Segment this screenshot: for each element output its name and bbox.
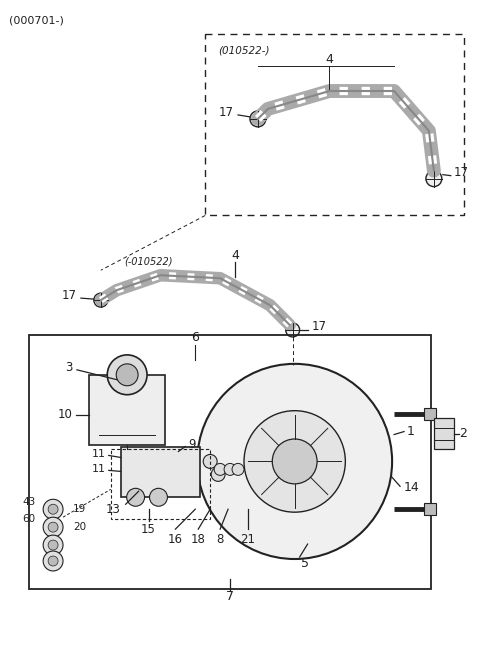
Circle shape	[232, 464, 244, 476]
Bar	[434, 418, 454, 449]
Text: 17: 17	[454, 166, 469, 179]
Circle shape	[43, 551, 63, 571]
Circle shape	[203, 455, 217, 468]
Circle shape	[48, 504, 58, 514]
Circle shape	[107, 355, 147, 395]
Circle shape	[48, 556, 58, 566]
Text: 20: 20	[73, 522, 86, 532]
Text: 17: 17	[62, 289, 77, 302]
Circle shape	[94, 293, 108, 307]
Circle shape	[244, 411, 345, 512]
Text: 19: 19	[73, 504, 86, 514]
Circle shape	[250, 111, 266, 127]
Text: 4: 4	[231, 249, 239, 262]
Circle shape	[116, 364, 138, 386]
Circle shape	[426, 171, 442, 187]
Text: 18: 18	[191, 533, 206, 546]
Text: 2: 2	[459, 427, 467, 440]
Text: 3: 3	[66, 362, 73, 374]
Text: 43: 43	[22, 497, 35, 507]
Text: 17: 17	[219, 106, 234, 119]
Circle shape	[150, 489, 168, 506]
Circle shape	[211, 468, 225, 481]
Text: (-010522): (-010522)	[124, 256, 173, 267]
Circle shape	[197, 364, 392, 559]
Circle shape	[43, 499, 63, 519]
Circle shape	[127, 489, 144, 506]
Text: 11: 11	[92, 464, 106, 474]
Text: (010522-): (010522-)	[218, 45, 270, 55]
Circle shape	[43, 517, 63, 537]
Bar	[89, 375, 166, 445]
Bar	[29, 335, 431, 589]
Text: 15: 15	[141, 523, 156, 536]
Text: 60: 60	[22, 514, 35, 524]
Text: 10: 10	[58, 408, 73, 421]
Text: 11: 11	[92, 449, 106, 459]
Circle shape	[48, 540, 58, 550]
Text: 7: 7	[226, 590, 234, 603]
Text: (000701-): (000701-)	[9, 15, 64, 26]
Circle shape	[272, 439, 317, 484]
Text: 1: 1	[407, 425, 415, 438]
Text: 17: 17	[312, 320, 326, 333]
Bar	[424, 407, 436, 420]
Text: 16: 16	[168, 533, 183, 546]
Text: 8: 8	[216, 533, 224, 546]
Circle shape	[43, 535, 63, 555]
Text: 9: 9	[188, 438, 196, 451]
Bar	[205, 34, 464, 215]
Bar	[120, 447, 200, 497]
Circle shape	[214, 464, 226, 476]
Text: 13: 13	[105, 503, 120, 515]
Text: 4: 4	[325, 52, 334, 66]
Circle shape	[48, 522, 58, 532]
Bar	[111, 449, 210, 519]
Text: 21: 21	[240, 533, 255, 546]
Circle shape	[286, 323, 300, 337]
Text: 14: 14	[404, 481, 420, 494]
Text: 5: 5	[300, 557, 309, 571]
Bar	[424, 503, 436, 515]
Text: 6: 6	[192, 331, 199, 345]
Circle shape	[224, 464, 236, 476]
